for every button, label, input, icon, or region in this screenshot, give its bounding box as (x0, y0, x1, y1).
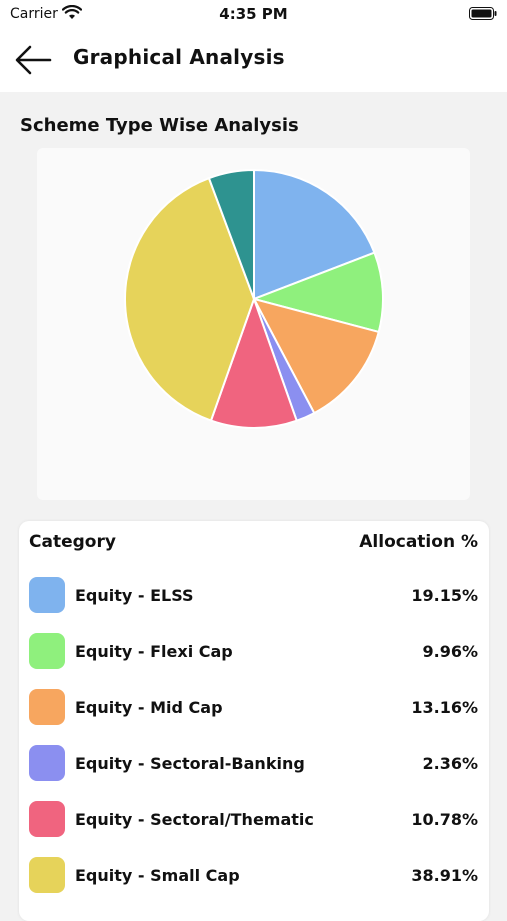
status-time: 4:35 PM (219, 5, 288, 23)
category-label: Equity - Small Cap (75, 866, 240, 885)
table-row: Equity - Sectoral/Thematic 10.78% (19, 793, 489, 849)
color-swatch (29, 801, 65, 837)
pie-chart-card (37, 148, 470, 500)
allocation-value: 38.91% (411, 866, 478, 885)
allocation-value: 10.78% (411, 810, 478, 829)
category-label: Equity - Flexi Cap (75, 642, 233, 661)
battery-icon (469, 7, 497, 20)
back-button[interactable] (10, 42, 56, 78)
color-swatch (29, 857, 65, 893)
category-label: Equity - Mid Cap (75, 698, 223, 717)
carrier-label: Carrier (10, 6, 58, 22)
allocation-value: 13.16% (411, 698, 478, 717)
status-bar: Carrier 4:35 PM (0, 0, 507, 28)
table-row: Equity - Flexi Cap 9.96% (19, 625, 489, 681)
allocation-value: 19.15% (411, 586, 478, 605)
color-swatch (29, 689, 65, 725)
page-title: Graphical Analysis (73, 45, 285, 69)
pie-slice[interactable] (252, 297, 380, 415)
allocation-value: 2.36% (422, 754, 478, 773)
wifi-icon (62, 5, 82, 19)
allocation-table: Category Allocation % Equity - ELSS 19.1… (19, 521, 489, 921)
category-label: Equity - ELSS (75, 586, 194, 605)
table-row: Equity - Small Cap 38.91% (19, 849, 489, 905)
arrow-left-icon (15, 45, 52, 75)
color-swatch (29, 633, 65, 669)
category-column-header: Category (29, 532, 116, 552)
section-title: Scheme Type Wise Analysis (20, 115, 299, 136)
pie-chart (124, 168, 384, 429)
category-label: Equity - Sectoral/Thematic (75, 810, 314, 829)
allocation-value: 9.96% (422, 642, 478, 661)
table-row: Equity - Mid Cap 13.16% (19, 681, 489, 737)
app-bar: Graphical Analysis (0, 28, 507, 92)
color-swatch (29, 577, 65, 613)
table-row: Equity - Sectoral-Banking 2.36% (19, 737, 489, 793)
pie-slice[interactable] (250, 251, 384, 334)
category-label: Equity - Sectoral-Banking (75, 754, 305, 773)
pie-slice[interactable] (209, 295, 298, 429)
pie-slice[interactable] (207, 168, 255, 300)
table-header: Category Allocation % (19, 521, 489, 563)
pie-slice[interactable] (253, 168, 376, 301)
table-row: Equity - ELSS 19.15% (19, 569, 489, 625)
pie-slice[interactable] (124, 176, 256, 422)
color-swatch (29, 745, 65, 781)
allocation-column-header: Allocation % (359, 532, 478, 552)
